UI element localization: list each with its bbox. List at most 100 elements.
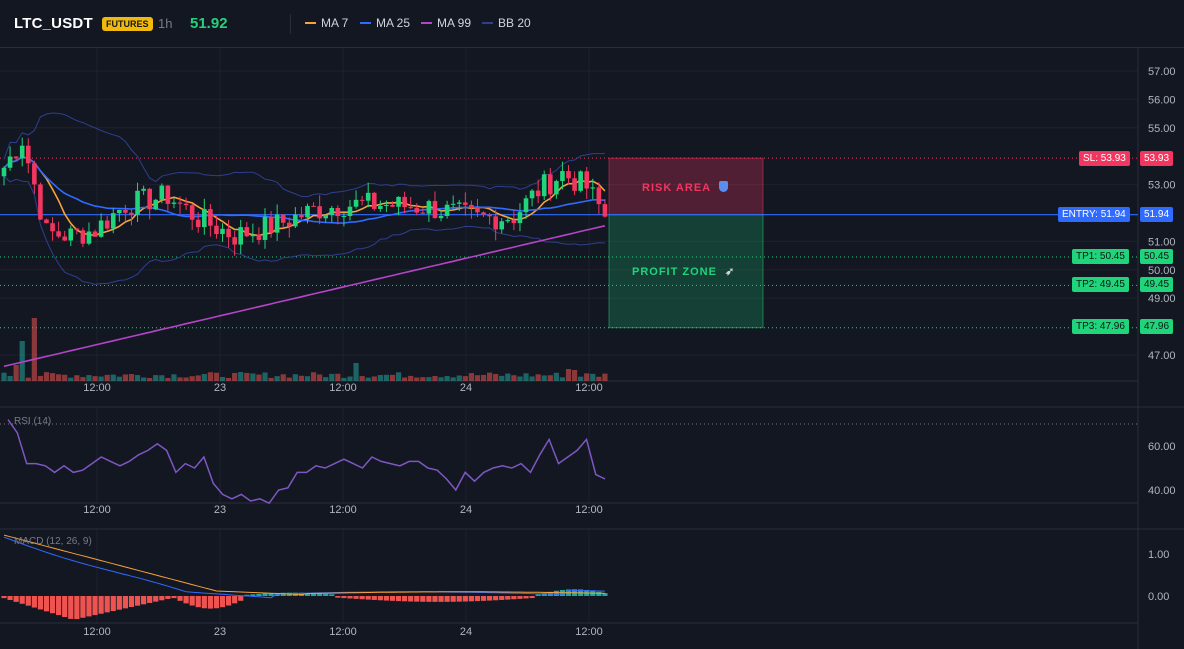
volume-bar bbox=[74, 375, 80, 381]
price-axis-label: 50.00 bbox=[1148, 265, 1176, 277]
macd-histogram-bar bbox=[56, 596, 62, 616]
macd-histogram-bar bbox=[505, 596, 511, 600]
tp1-tag[interactable]: TP1: 50.45 bbox=[1072, 249, 1129, 264]
candle bbox=[250, 234, 256, 237]
macd-histogram-bar bbox=[43, 596, 50, 612]
volume-bar bbox=[280, 374, 286, 381]
candle bbox=[147, 188, 152, 210]
candle bbox=[572, 178, 577, 191]
macd-axis-label: 1.00 bbox=[1148, 549, 1169, 561]
volume-bar bbox=[511, 375, 517, 381]
timeframe-selector[interactable]: 1h bbox=[158, 16, 173, 31]
macd-histogram-bar bbox=[359, 596, 365, 600]
candle bbox=[560, 171, 565, 182]
profit-zone-label: PROFIT ZONE bbox=[632, 266, 717, 278]
macd-histogram-bar bbox=[511, 596, 517, 600]
volume-bar bbox=[122, 374, 128, 381]
volume-bar bbox=[128, 374, 135, 381]
time-axis-rsi-label: 12:00 bbox=[329, 504, 357, 516]
sl-price-tag: 53.93 bbox=[1140, 151, 1174, 166]
volume-bar bbox=[213, 372, 220, 381]
macd-histogram-bar bbox=[141, 596, 147, 605]
rsi-line bbox=[7, 419, 606, 505]
macd-histogram-bar bbox=[468, 596, 474, 602]
volume-bar bbox=[438, 377, 444, 381]
volume-bar bbox=[523, 373, 529, 381]
macd-histogram-bar bbox=[104, 596, 110, 613]
volume-bar bbox=[147, 377, 153, 381]
macd-histogram-bar bbox=[177, 596, 183, 601]
macd-histogram-bar bbox=[493, 596, 499, 601]
ma99-line bbox=[3, 225, 606, 368]
candle bbox=[98, 220, 104, 237]
macd-histogram-bar bbox=[147, 596, 153, 603]
macd-signal-line bbox=[3, 534, 605, 596]
candle bbox=[384, 204, 389, 207]
tp2-price-tag: 49.45 bbox=[1140, 277, 1174, 292]
legend-ma99[interactable]: MA 99 bbox=[421, 16, 471, 30]
volume-bar bbox=[571, 370, 578, 381]
ma99-swatch bbox=[421, 22, 432, 24]
tp2-tag[interactable]: TP2: 49.45 bbox=[1072, 277, 1129, 292]
legend-ma25[interactable]: MA 25 bbox=[360, 16, 410, 30]
chart-canvas[interactable]: 57.00 56.00 55.00 53.00 51.00 50.00 49.00 47.00… bbox=[0, 48, 1184, 649]
macd-histogram-bar bbox=[213, 596, 220, 609]
candle bbox=[438, 216, 444, 219]
volume-bar bbox=[402, 377, 408, 381]
legend-ma25-label: MA 25 bbox=[376, 16, 411, 30]
volume-bar bbox=[462, 376, 468, 381]
macd-histogram-bar bbox=[596, 591, 602, 596]
volume-bar bbox=[310, 372, 317, 381]
rocket-icon: ➶ bbox=[725, 266, 736, 278]
volume-bar bbox=[98, 376, 104, 381]
volume-bar bbox=[317, 374, 323, 381]
time-axis-main-label: 23 bbox=[214, 382, 226, 394]
candle bbox=[153, 199, 159, 210]
macd-histogram-bar bbox=[402, 596, 408, 602]
entry-tag[interactable]: ENTRY: 51.94 bbox=[1058, 207, 1130, 222]
candle bbox=[323, 214, 329, 219]
macd-histogram-bar bbox=[444, 596, 450, 602]
volume-bar bbox=[153, 375, 159, 381]
bb-lower bbox=[3, 175, 605, 285]
time-axis-rsi-label: 12:00 bbox=[83, 504, 111, 516]
candle bbox=[19, 145, 25, 159]
macd-histogram-bar bbox=[225, 596, 232, 606]
candle bbox=[280, 214, 286, 223]
volume-bar bbox=[25, 377, 31, 381]
macd-histogram-bar bbox=[529, 596, 535, 599]
volume-bar bbox=[347, 376, 353, 381]
macd-histogram-bar bbox=[189, 596, 195, 606]
candle bbox=[226, 228, 231, 238]
volume-bar bbox=[395, 372, 402, 381]
legend-ma7[interactable]: MA 7 bbox=[305, 16, 348, 30]
macd-histogram-bar bbox=[134, 596, 141, 606]
volume-bar bbox=[389, 374, 396, 381]
sl-tag[interactable]: SL: 53.93 bbox=[1079, 151, 1130, 166]
macd-histogram-bar bbox=[541, 593, 547, 596]
candle bbox=[262, 216, 268, 240]
macd-histogram-bar bbox=[250, 594, 256, 596]
time-axis-rsi-label: 24 bbox=[460, 504, 472, 516]
macd-histogram-bar bbox=[116, 596, 122, 610]
volume-bar bbox=[31, 318, 37, 381]
volume-bar bbox=[86, 375, 92, 381]
volume-bar bbox=[19, 341, 25, 381]
candle bbox=[135, 190, 140, 215]
macd-histogram-bar bbox=[365, 596, 371, 600]
volume-bar bbox=[7, 375, 13, 381]
volume-bar bbox=[141, 377, 147, 381]
legend-bb20[interactable]: BB 20 bbox=[482, 16, 531, 30]
volume-bar bbox=[68, 377, 74, 381]
tp3-tag[interactable]: TP3: 47.96 bbox=[1072, 319, 1129, 334]
candle bbox=[165, 185, 171, 204]
price-axis-label: 51.00 bbox=[1148, 236, 1176, 248]
volume-bar bbox=[547, 375, 553, 381]
candle bbox=[141, 188, 146, 191]
volume-bar bbox=[529, 376, 535, 381]
risk-area-label: RISK AREA bbox=[642, 182, 711, 194]
volume-bar bbox=[371, 376, 377, 381]
symbol-name[interactable]: LTC_USDT bbox=[14, 15, 93, 32]
volume-bar bbox=[244, 372, 250, 381]
legend-ma7-label: MA 7 bbox=[321, 16, 349, 30]
